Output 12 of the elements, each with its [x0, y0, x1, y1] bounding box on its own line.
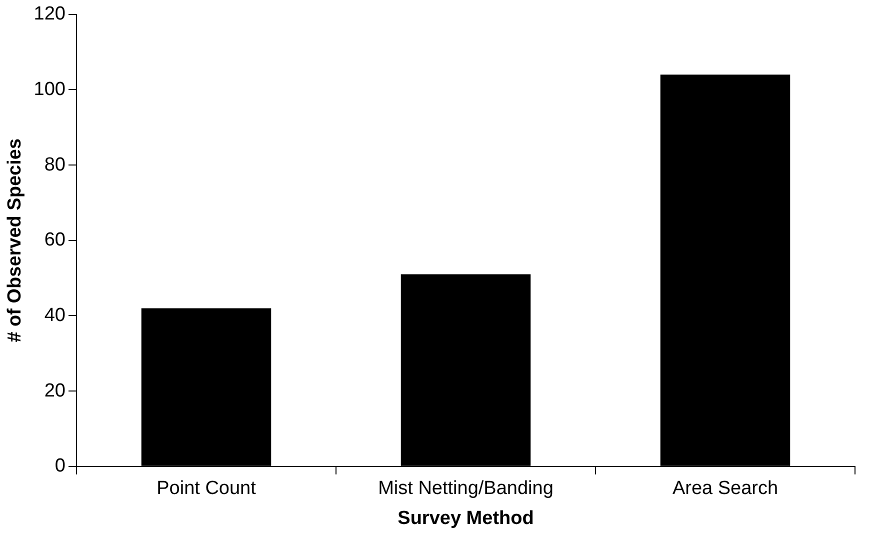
- y-tick-label: 0: [54, 456, 66, 477]
- y-axis-title: # of Observed Species: [4, 138, 26, 342]
- y-tick-label: 100: [34, 78, 66, 100]
- x-tick-label: Point Count: [156, 478, 257, 500]
- x-tick-label: Mist Netting/Banding: [378, 478, 554, 500]
- y-tick-label: 20: [44, 380, 66, 402]
- x-tick-label: Area Search: [672, 478, 778, 500]
- x-axis-title: Survey Method: [398, 508, 534, 529]
- y-tick-label: 80: [44, 154, 66, 176]
- y-tick-label: 60: [44, 230, 66, 251]
- y-tick-label: 120: [34, 4, 66, 25]
- y-tick-label: 40: [44, 304, 66, 326]
